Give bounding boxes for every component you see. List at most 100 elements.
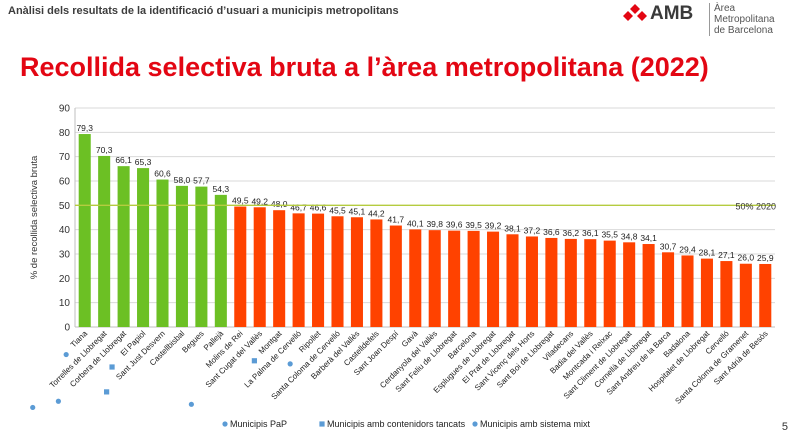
chart-title: Recollida selectiva bruta a l’àrea metro…: [20, 52, 709, 82]
bar: [525, 236, 538, 327]
legend-label: Municipis PaP: [230, 419, 287, 429]
y-tick-label: 20: [59, 274, 71, 285]
bar: [720, 261, 733, 327]
target-line-label: 50% 2020: [735, 201, 776, 211]
bar: [175, 185, 188, 327]
data-label: 40,1: [407, 218, 424, 228]
bar: [545, 237, 558, 327]
data-label: 36,6: [543, 227, 560, 237]
square-marker-icon: [109, 364, 115, 370]
data-label: 30,7: [660, 241, 677, 251]
data-label: 35,5: [601, 230, 618, 240]
data-label: 44,2: [368, 208, 385, 218]
bar: [312, 213, 325, 327]
data-label: 29,4: [679, 244, 696, 254]
data-label: 79,3: [76, 123, 93, 133]
data-label: 36,1: [582, 228, 599, 238]
data-label: 39,8: [426, 219, 443, 229]
data-label: 28,1: [699, 248, 716, 258]
circle-marker-icon: [55, 398, 61, 404]
data-label: 46,7: [290, 202, 307, 212]
data-label: 66,1: [115, 155, 132, 165]
data-label: 34,1: [640, 233, 657, 243]
legend-label: Municipis amb sistema mixt: [480, 419, 591, 429]
amb-logo-line1: Àrea Metropolitana: [714, 3, 775, 25]
y-tick-label: 90: [59, 104, 71, 115]
bar: [564, 238, 577, 327]
data-label: 49,5: [232, 196, 249, 206]
bar: [662, 252, 675, 327]
data-label: 65,3: [135, 157, 152, 167]
data-label: 41,7: [388, 215, 405, 225]
bar: [98, 155, 111, 327]
y-tick-label: 80: [59, 128, 71, 139]
bar: [156, 179, 169, 327]
bar: [389, 225, 402, 327]
data-label: 45,5: [329, 205, 346, 215]
bar: [409, 229, 422, 327]
data-label: 36,2: [563, 228, 580, 238]
data-label: 70,3: [96, 145, 113, 155]
amb-logo-line2: de Barcelona: [714, 25, 773, 36]
y-tick-label: 30: [59, 250, 71, 261]
circle-marker-icon: [63, 351, 69, 358]
legend-square-icon: [319, 421, 325, 427]
data-label: 45,1: [349, 206, 366, 216]
data-label: 39,2: [485, 221, 502, 231]
amb-logo-text: AMB: [650, 3, 694, 24]
legend-label: Municipis amb contenidors tancats: [327, 419, 466, 429]
bar: [681, 255, 694, 327]
circle-marker-icon: [287, 361, 293, 367]
legend-circle-icon: [472, 421, 478, 427]
data-label: 25,9: [757, 253, 774, 263]
bar: [467, 230, 480, 327]
bar: [234, 206, 247, 327]
data-label: 39,6: [446, 220, 463, 230]
bar: [370, 219, 383, 327]
bar: [642, 244, 655, 327]
legend-circle-icon: [222, 421, 228, 427]
y-tick-label: 10: [59, 298, 71, 309]
bar: [584, 239, 597, 327]
data-label: 38,1: [504, 223, 521, 233]
data-label: 58,0: [174, 175, 191, 185]
x-tick-label: Begues: [180, 329, 206, 355]
bar: [331, 216, 344, 327]
bar: [428, 230, 441, 327]
report-subtitle: Anàlisi dels resultats de la identificac…: [8, 5, 399, 17]
bar: [603, 240, 616, 327]
square-marker-icon: [104, 389, 110, 395]
y-tick-label: 0: [64, 323, 70, 334]
data-label: 60,6: [154, 169, 171, 179]
circle-marker-icon: [30, 404, 36, 411]
bar: [759, 263, 772, 327]
bar: [273, 210, 286, 327]
bar: [700, 258, 713, 327]
data-label: 37,2: [524, 225, 541, 235]
bar: [78, 134, 91, 327]
circle-marker-icon: [188, 401, 194, 407]
y-tick-label: 50: [59, 201, 71, 212]
amb-logo-subtext: Àrea Metropolitana de Barcelona: [709, 3, 793, 36]
data-label: 27,1: [718, 250, 735, 260]
bar: [623, 242, 636, 327]
page-number: 5: [781, 421, 788, 433]
data-label: 49,2: [251, 196, 268, 206]
bar: [137, 168, 150, 327]
bar: [448, 230, 461, 327]
y-tick-label: 40: [59, 225, 71, 236]
data-label: 57,7: [193, 176, 210, 186]
data-label: 26,0: [738, 253, 755, 263]
data-label: 34,8: [621, 231, 638, 241]
y-tick-label: 70: [59, 152, 71, 163]
bar: [195, 186, 208, 327]
amb-logo-icon: [623, 4, 647, 21]
bar: [253, 207, 266, 327]
bar: [292, 213, 305, 327]
bar: [487, 231, 500, 327]
data-label: 46,6: [310, 203, 327, 213]
bar: [350, 217, 363, 327]
bar: [117, 166, 130, 327]
y-axis-label: % de recollida selectiva bruta: [29, 155, 40, 279]
